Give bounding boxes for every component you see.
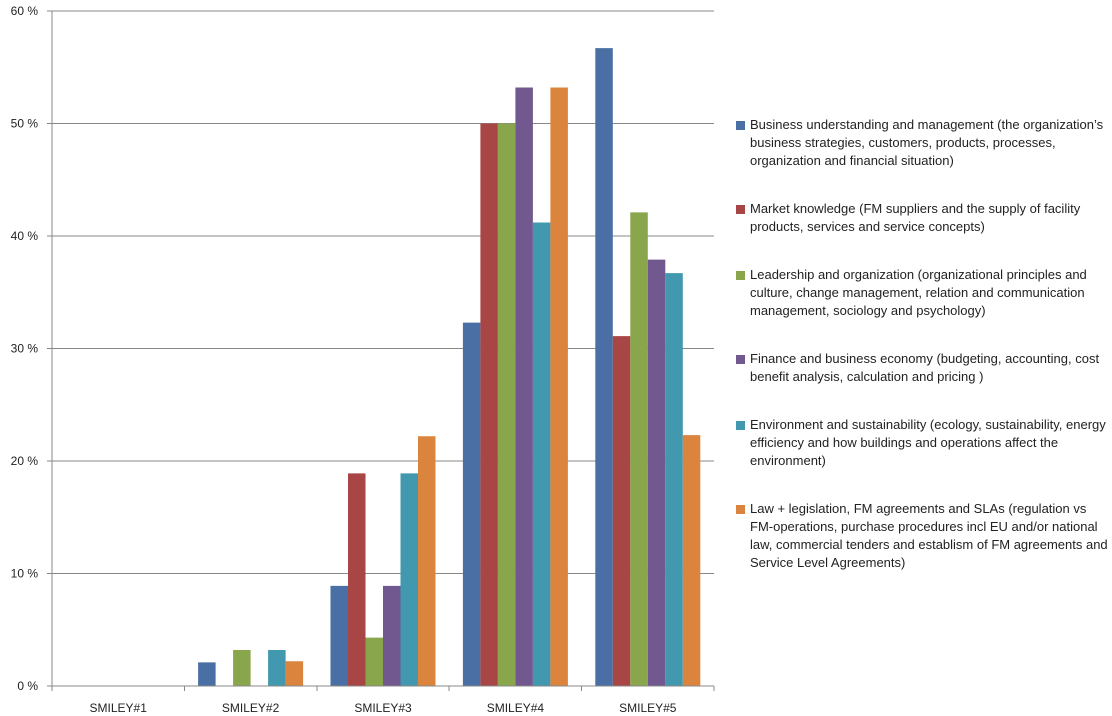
legend-swatch <box>736 205 745 214</box>
bar <box>532 222 551 686</box>
y-tick-label: 0 % <box>17 679 38 693</box>
bar <box>268 650 286 686</box>
bars <box>198 48 701 686</box>
y-tick-label: 20 % <box>11 454 39 468</box>
legend-swatch <box>736 421 745 430</box>
x-tick-label: SMILEY#3 <box>354 701 412 715</box>
legend-label: Leadership and organization (organizatio… <box>750 267 1087 318</box>
x-tick-label: SMILEY#4 <box>487 701 545 715</box>
legend-item: Environment and sustainability (ecology,… <box>736 416 1108 470</box>
legend-label: Law + legislation, FM agreements and SLA… <box>750 501 1108 570</box>
bar <box>480 123 498 686</box>
x-tick-label: SMILEY#5 <box>619 701 677 715</box>
bar <box>682 435 701 686</box>
bar <box>285 661 304 686</box>
legend-item: Law + legislation, FM agreements and SLA… <box>736 500 1108 572</box>
bar <box>595 48 613 686</box>
legend-swatch <box>736 505 745 514</box>
y-tick-label: 40 % <box>11 229 39 243</box>
bar <box>550 87 568 686</box>
bar <box>418 436 436 686</box>
bar <box>665 273 683 686</box>
legend-label: Finance and business economy (budgeting,… <box>750 351 1100 384</box>
bar <box>365 637 383 686</box>
legend-item: Business understanding and management (t… <box>736 116 1108 170</box>
legend-label: Market knowledge (FM suppliers and the s… <box>750 201 1081 234</box>
legend-swatch <box>736 271 745 280</box>
bar <box>612 336 631 686</box>
legend-item: Finance and business economy (budgeting,… <box>736 350 1108 386</box>
bar <box>630 212 648 686</box>
bar <box>647 259 666 686</box>
legend-swatch <box>736 121 745 130</box>
bar <box>497 123 516 686</box>
bar <box>462 322 481 686</box>
y-tick-label: 60 % <box>11 4 39 18</box>
bar <box>515 87 533 686</box>
bar <box>233 650 251 686</box>
legend-swatch <box>736 355 745 364</box>
y-tick-label: 30 % <box>11 342 39 356</box>
bar <box>348 473 366 686</box>
y-tick-label: 50 % <box>11 117 39 131</box>
y-tick-label: 10 % <box>11 567 39 581</box>
legend-item: Leadership and organization (organizatio… <box>736 266 1108 320</box>
bar <box>198 662 216 686</box>
x-tick-label: SMILEY#1 <box>90 701 148 715</box>
legend-item: Market knowledge (FM suppliers and the s… <box>736 200 1108 236</box>
x-tick-label: SMILEY#2 <box>222 701 280 715</box>
legend-label: Business understanding and management (t… <box>750 117 1104 168</box>
axes <box>47 10 715 691</box>
tick-labels: 0 % 10 % 20 % 30 % 40 % 50 % 60 % SMILEY#1 SMILE… <box>11 4 677 715</box>
bar <box>400 473 418 686</box>
bar <box>383 585 401 686</box>
bar <box>330 585 348 686</box>
legend: Business understanding and management (t… <box>736 116 1108 572</box>
legend-label: Environment and sustainability (ecology,… <box>750 417 1106 468</box>
